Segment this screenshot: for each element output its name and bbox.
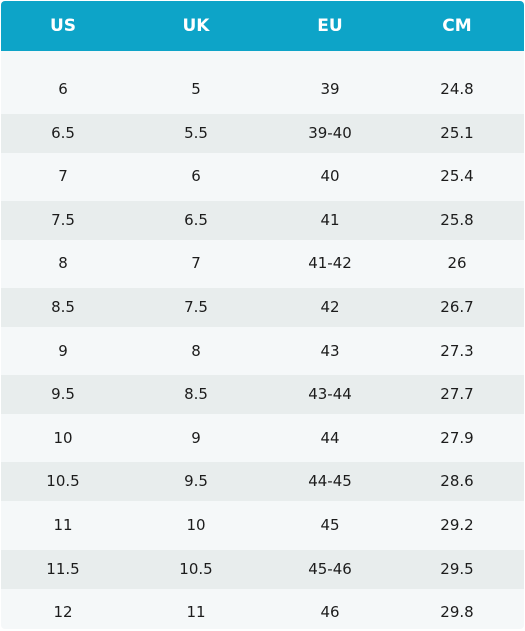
cell-cm: 25.1 (440, 123, 474, 142)
cell-uk: 9.5 (184, 472, 208, 491)
cell-eu: 41-42 (308, 254, 352, 273)
cell-cm: 27.7 (440, 385, 474, 404)
cell-cm: 27.3 (440, 341, 474, 360)
cell-uk: 5 (191, 80, 201, 98)
cell-eu: 46 (320, 603, 340, 622)
cell-uk: 6 (191, 167, 201, 186)
cell-uk: 7 (191, 254, 201, 273)
cell-cm: 29.2 (440, 516, 474, 534)
cell-cm: 26.7 (440, 298, 474, 316)
cell-us: 10.5 (46, 472, 80, 491)
cell-us: 8.5 (51, 298, 75, 316)
cell-us: 12 (53, 603, 73, 622)
cell-eu: 40 (320, 167, 340, 186)
cell-cm: 29.5 (440, 559, 474, 578)
cell-cm: 24.8 (440, 80, 474, 98)
cell-uk: 8.5 (184, 385, 208, 404)
cell-eu: 39 (320, 80, 340, 98)
table-row: 7 6 40 25.4 (1, 157, 524, 196)
cell-cm: 27.9 (440, 428, 474, 447)
cell-us: 11 (53, 516, 73, 534)
header-cm: CM (442, 16, 472, 36)
cell-eu: 41 (320, 210, 340, 229)
cell-eu: 43-44 (308, 385, 352, 404)
cell-us: 7.5 (51, 210, 75, 229)
header-uk: UK (182, 16, 210, 36)
cell-eu: 42 (320, 298, 340, 316)
table-row: 12 11 46 29.8 (1, 593, 524, 629)
table-header: US UK EU CM (1, 1, 524, 51)
cell-uk: 6.5 (184, 210, 208, 229)
cell-uk: 10.5 (179, 559, 213, 578)
cell-us: 10 (53, 428, 73, 447)
cell-eu: 45-46 (308, 559, 352, 578)
cell-us: 7 (58, 167, 68, 186)
table-row: 10.5 9.5 44-45 28.6 (1, 462, 524, 502)
table-row: 10 9 44 27.9 (1, 419, 524, 458)
table-row: 9 8 43 27.3 (1, 332, 524, 371)
cell-us: 9.5 (51, 385, 75, 404)
cell-uk: 5.5 (184, 123, 208, 142)
table-row: 7.5 6.5 41 25.8 (1, 200, 524, 240)
table-row: 8.5 7.5 42 26.7 (1, 288, 524, 327)
cell-uk: 8 (191, 341, 201, 360)
cell-eu: 44-45 (308, 472, 352, 491)
table-row: 9.5 8.5 43-44 27.7 (1, 375, 524, 415)
cell-us: 6.5 (51, 123, 75, 142)
cell-us: 9 (58, 341, 68, 360)
cell-eu: 45 (320, 516, 340, 534)
cell-eu: 43 (320, 341, 340, 360)
table-body: 6 5 39 24.8 6.5 5.5 39-40 25.1 7 6 40 25.4 7.5 6.5 41 2… (1, 51, 524, 629)
cell-us: 8 (58, 254, 68, 273)
cell-uk: 11 (186, 603, 206, 622)
cell-uk: 7.5 (184, 298, 208, 316)
table-row: 8 7 41-42 26 (1, 244, 524, 283)
cell-cm: 25.8 (440, 210, 474, 229)
cell-eu: 44 (320, 428, 340, 447)
table-row: 6 5 39 24.8 (1, 70, 524, 109)
header-us: US (49, 16, 77, 36)
cell-us: 6 (58, 80, 68, 98)
cell-us: 11.5 (46, 559, 80, 578)
header-eu: EU (317, 16, 343, 36)
cell-cm: 25.4 (440, 167, 474, 186)
cell-eu: 39-40 (308, 123, 352, 142)
cell-uk: 9 (191, 428, 201, 447)
table-row: 6.5 5.5 39-40 25.1 (1, 113, 524, 153)
cell-cm: 28.6 (440, 472, 474, 491)
cell-cm: 29.8 (440, 603, 474, 622)
table-row: 11 10 45 29.2 (1, 506, 524, 545)
cell-cm: 26 (447, 254, 467, 273)
table-row: 11.5 10.5 45-46 29.5 (1, 549, 524, 589)
cell-uk: 10 (186, 516, 206, 534)
